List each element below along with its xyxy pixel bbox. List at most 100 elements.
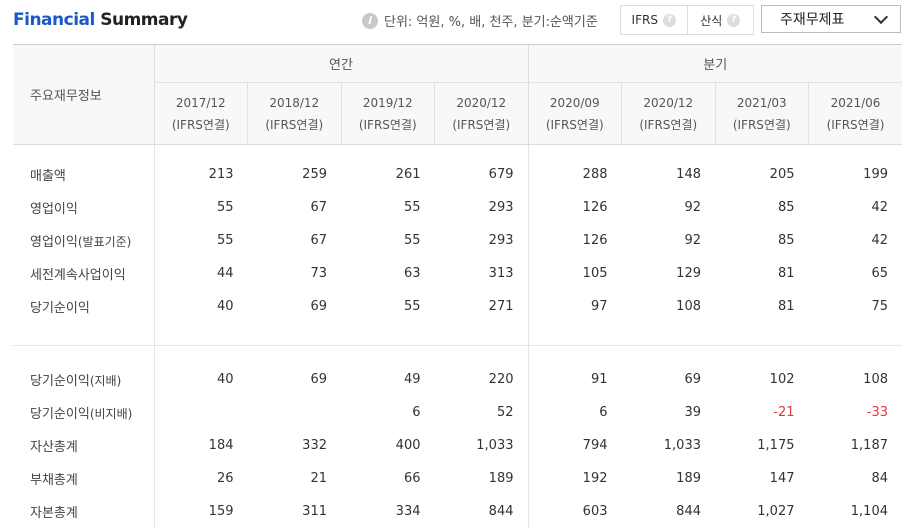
- table-cell: 213: [153, 158, 248, 191]
- row-spacer: [13, 345, 902, 363]
- column-basis: (IFRS연결): [732, 117, 791, 132]
- row-label-sub: (발표기준): [77, 235, 132, 249]
- column-header: 2021/03 (IFRS연결): [714, 82, 809, 145]
- table-cell: 39: [684, 405, 701, 420]
- column-header: 2019/12 (IFRS연결): [340, 82, 435, 145]
- row-spacer: [13, 144, 902, 158]
- table-cell: 21: [310, 471, 327, 486]
- table-cell: 42: [871, 200, 888, 215]
- row-label: 당기순이익(지배): [13, 363, 154, 396]
- table-cell: 794: [527, 429, 622, 462]
- table-cell: 44: [153, 257, 248, 290]
- row-label-main: 영업이익: [30, 235, 78, 250]
- table-cell: 66: [403, 471, 421, 486]
- table-cell: 92: [684, 233, 701, 248]
- table-cell: 52: [496, 405, 514, 420]
- table-cell: -21: [773, 405, 795, 420]
- row-label-main: 세전계속사업이익: [30, 268, 126, 283]
- table-cell: 55: [153, 191, 248, 224]
- table-cell: 49: [403, 372, 421, 387]
- info-icon[interactable]: i: [362, 12, 378, 29]
- table-cell: 603: [527, 495, 622, 528]
- table-cell: 205: [769, 167, 795, 182]
- ifrs-label: IFRS: [631, 13, 658, 27]
- table-cell: 189: [676, 471, 701, 486]
- row-label-main: 자산총계: [30, 440, 78, 455]
- column-period: 2019/12: [362, 95, 413, 110]
- column-header: 2018/12 (IFRS연결): [247, 82, 341, 145]
- table-cell: 81: [777, 266, 795, 281]
- row-label-main: 당기순이익: [30, 374, 90, 389]
- table-cell: 400: [395, 438, 421, 453]
- table-cell: 293: [488, 200, 514, 215]
- table-row: 당기순이익(비지배) 6 52 6 39 -21 -33: [13, 396, 902, 429]
- table-cell: 81: [777, 299, 795, 314]
- row-label: 당기순이익: [13, 290, 154, 323]
- row-label-main: 당기순이익: [30, 301, 90, 316]
- help-icon[interactable]: ?: [662, 13, 676, 27]
- chevron-down-icon: [873, 9, 889, 24]
- table-cell: 85: [777, 233, 795, 248]
- table-cell: 69: [310, 372, 327, 387]
- column-basis: (IFRS연결): [265, 117, 324, 132]
- table-cell: 189: [488, 471, 514, 486]
- formula-button[interactable]: 산식 ?: [686, 6, 754, 34]
- row-header-label: 주요재무정보: [13, 44, 154, 145]
- table-cell: 332: [302, 438, 327, 453]
- table-cell: 6: [527, 396, 622, 429]
- table-cell: 40: [153, 363, 248, 396]
- table-row: 매출액 213 259 261 679 288 148 205 199: [13, 158, 902, 191]
- table-row: 영업이익(발표기준) 55 67 55 293 126 92 85 42: [13, 224, 902, 257]
- table-cell: 126: [527, 191, 622, 224]
- table-cell: 69: [684, 372, 701, 387]
- table-cell: 679: [488, 167, 514, 182]
- column-period: 2018/12: [269, 95, 320, 110]
- column-basis: (IFRS연결): [358, 117, 417, 132]
- ifrs-button[interactable]: IFRS ?: [621, 6, 687, 34]
- column-header: 2020/12 (IFRS연결): [434, 82, 528, 145]
- group-annual: 연간: [153, 44, 528, 83]
- statement-select[interactable]: 주재무제표: [761, 5, 901, 33]
- table-cell: 1,033: [663, 438, 701, 453]
- column-basis: (IFRS연결): [171, 117, 230, 132]
- row-label-sub: (비지배): [89, 407, 133, 421]
- table-cell: 159: [153, 495, 248, 528]
- table-cell: 108: [676, 299, 701, 314]
- formula-label: 산식: [700, 13, 723, 28]
- column-period: 2020/09: [549, 95, 600, 110]
- column-basis: (IFRS연결): [545, 117, 604, 132]
- column-period: 2020/12: [456, 95, 507, 110]
- table-cell: 1,027: [757, 504, 795, 519]
- table-cell: 199: [863, 167, 888, 182]
- row-label: 자본총계: [13, 495, 154, 528]
- table-row: 세전계속사업이익 44 73 63 313 105 129 81 65: [13, 257, 902, 290]
- help-icon[interactable]: ?: [727, 13, 741, 27]
- table-cell: [248, 396, 342, 429]
- column-period: 2021/03: [736, 95, 787, 110]
- table-cell: 6: [412, 405, 421, 420]
- table-cell: 261: [395, 167, 421, 182]
- column-header: 2020/12 (IFRS연결): [621, 82, 715, 145]
- table-cell: 126: [527, 224, 622, 257]
- table-cell: 85: [777, 200, 795, 215]
- column-header: 2017/12 (IFRS연결): [153, 82, 248, 145]
- statement-select-value: 주재무제표: [780, 12, 845, 28]
- row-label-main: 당기순이익: [30, 407, 90, 422]
- table-cell: 288: [527, 158, 622, 191]
- row-label-main: 매출액: [30, 169, 66, 184]
- table-cell: 92: [684, 200, 701, 215]
- table-cell: 271: [488, 299, 514, 314]
- table-row: 자산총계 184 332 400 1,033 794 1,033 1,175 1,187: [13, 429, 902, 462]
- unit-text: 단위: 억원, %, 배, 천주, 분기:순액기준: [384, 15, 598, 30]
- title-summary: Summary: [94, 10, 188, 30]
- column-header: 2020/09 (IFRS연결): [527, 82, 622, 145]
- table-cell: 108: [863, 372, 888, 387]
- title-financial: Financial: [13, 10, 95, 30]
- table-cell: 40: [153, 290, 248, 323]
- column-period: 2021/06: [830, 95, 881, 110]
- table-cell: 220: [488, 372, 514, 387]
- table-cell: 67: [310, 200, 327, 215]
- column-header: 2021/06 (IFRS연결): [808, 82, 902, 145]
- table-row: 당기순이익 40 69 55 271 97 108 81 75: [13, 290, 902, 323]
- table-cell: 105: [527, 257, 622, 290]
